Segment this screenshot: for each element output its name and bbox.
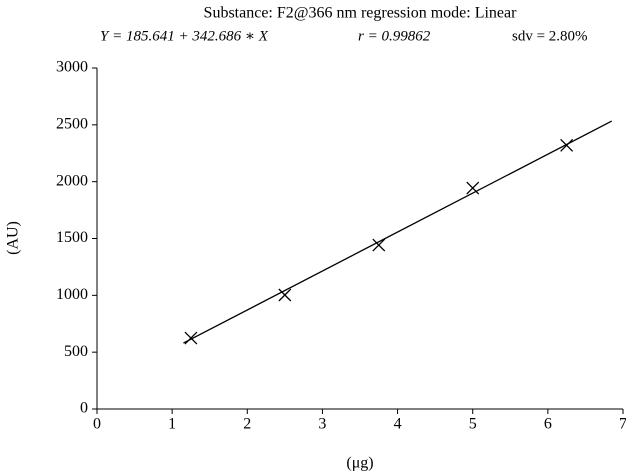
y-tick-label: 500 xyxy=(64,343,88,360)
data-point xyxy=(184,331,198,345)
y-axis-label: (AU) xyxy=(5,221,22,255)
y-tick-label: 3000 xyxy=(56,59,88,76)
correlation: r = 0.99862 xyxy=(358,28,431,44)
data-point xyxy=(466,181,480,195)
x-tick-label: 6 xyxy=(544,416,552,433)
chart-title: Substance: F2@366 nm regression mode: Li… xyxy=(204,5,518,22)
x-tick-label: 0 xyxy=(93,416,101,433)
x-tick-label: 5 xyxy=(469,416,477,433)
deviation: sdv = 2.80% xyxy=(512,28,588,44)
x-tick-label: 2 xyxy=(243,416,251,433)
y-tick-label: 2000 xyxy=(56,172,88,189)
y-tick-label: 0 xyxy=(80,400,88,417)
x-tick-label: 1 xyxy=(168,416,176,433)
y-tick-label: 1000 xyxy=(56,286,88,303)
x-tick-label: 3 xyxy=(318,416,326,433)
equation: Y = 185.641 + 342.686 ∗ X xyxy=(100,28,269,44)
y-tick-label: 1500 xyxy=(56,229,88,246)
data-point xyxy=(278,288,292,302)
x-tick-label: 7 xyxy=(619,416,626,433)
y-tick-label: 2500 xyxy=(56,116,88,133)
x-tick-label: 4 xyxy=(394,416,402,433)
data-point xyxy=(560,138,574,152)
x-axis-label: (μg) xyxy=(346,455,373,472)
data-point xyxy=(372,238,386,252)
regression-line xyxy=(183,120,613,344)
